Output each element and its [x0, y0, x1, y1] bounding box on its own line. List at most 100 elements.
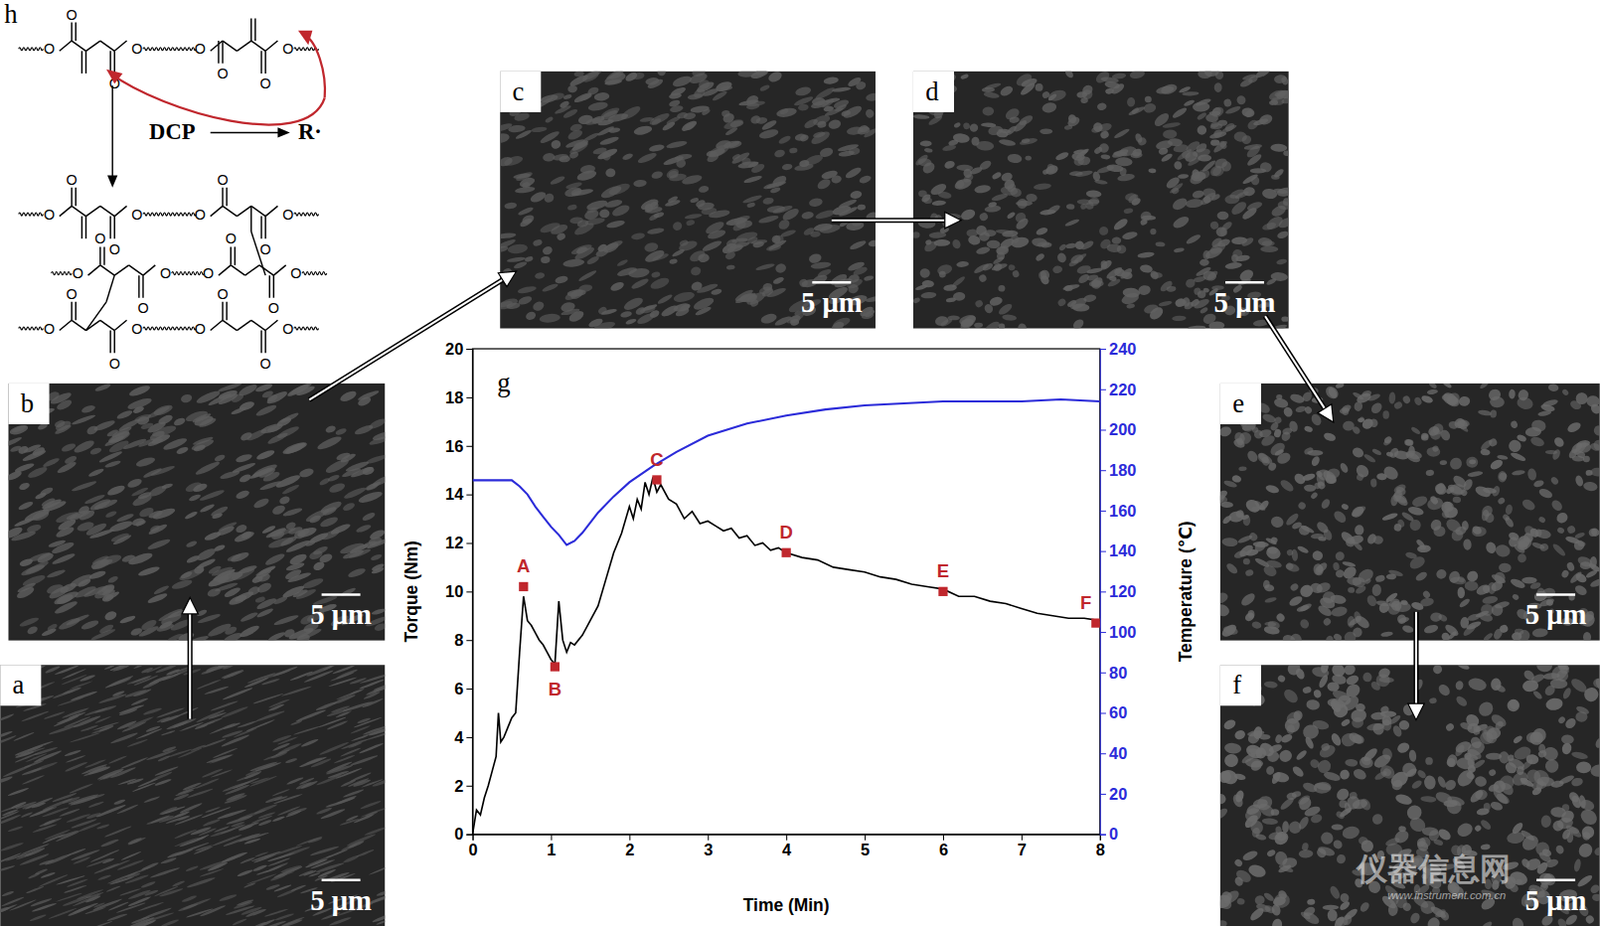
sem-grain [128, 836, 148, 846]
sem-grain [333, 754, 356, 765]
sem-grain [143, 796, 160, 804]
sem-grain [772, 203, 795, 215]
sem-grain [254, 403, 278, 419]
sem-grain [1365, 532, 1378, 546]
sem-grain [587, 317, 604, 328]
sem-grain [78, 508, 97, 522]
sem-grain [253, 853, 278, 864]
sem-grain [38, 816, 63, 828]
sem-grain [185, 554, 201, 565]
sem-grain [252, 864, 268, 873]
sem-grain [560, 307, 581, 317]
sem-grain [856, 203, 866, 210]
sem-grain [290, 670, 315, 682]
sem-grain [0, 890, 14, 898]
sem-grain [271, 789, 291, 798]
sem-grain [32, 749, 62, 765]
sem-grain [1184, 197, 1204, 209]
sem-grain [829, 320, 845, 329]
sem-grain [1162, 129, 1178, 140]
sem-grain [64, 749, 82, 758]
sem-grain [758, 285, 774, 296]
sem-grain [1092, 170, 1103, 182]
sem-grain [43, 710, 66, 720]
sem-grain [370, 607, 385, 616]
sem-grain [758, 127, 780, 141]
sem-grain [1047, 88, 1068, 103]
sem-grain [116, 719, 138, 731]
sem-grain [69, 680, 94, 691]
sem-grain [0, 896, 25, 908]
sem-grain [1011, 269, 1021, 279]
sem-grain [1229, 199, 1249, 218]
sem-grain [274, 473, 302, 490]
sem-grain [47, 584, 71, 602]
sem-grain [137, 901, 164, 913]
sem-grain [307, 836, 322, 845]
sem-grain [308, 548, 324, 561]
sem-grain [255, 761, 283, 773]
sem-grain [1209, 220, 1220, 231]
sem-grain [794, 85, 812, 98]
sem-grain [1066, 203, 1076, 210]
sem-grain [119, 888, 142, 898]
sem-grain [691, 295, 716, 313]
sem-grain [952, 132, 970, 144]
sem-grain [25, 885, 45, 895]
sem-grain [26, 740, 54, 752]
sem-grain [650, 169, 664, 180]
sem-grain [633, 178, 647, 187]
sem-grain [70, 480, 98, 493]
sem-grain [914, 153, 930, 167]
sem-grain [599, 108, 620, 123]
sem-grain [502, 154, 524, 168]
sem-grain [249, 761, 279, 773]
sem-grain [630, 277, 650, 292]
sem-grain [1100, 154, 1111, 160]
sem-grain [1532, 479, 1545, 488]
sem-grain [165, 717, 197, 732]
sem-grain [1120, 230, 1138, 241]
sem-grain [1052, 265, 1064, 275]
sem-grain [1224, 261, 1243, 271]
sem-grain [983, 81, 1002, 91]
sem-grain [1080, 97, 1089, 105]
sem-panel: b5 μm [0, 379, 394, 646]
sem-grain [596, 242, 609, 254]
sem-grain [1243, 558, 1252, 566]
sem-texture [1220, 383, 1600, 641]
sem-grain [45, 568, 66, 580]
sem-grain [541, 245, 554, 257]
sem-grain [44, 852, 73, 866]
sem-grain [122, 437, 148, 452]
sem-grain [1303, 483, 1317, 492]
sem-grain [616, 258, 629, 268]
sem-grain [541, 282, 560, 294]
sem-grain [977, 211, 989, 223]
sem-grain [622, 295, 645, 313]
sem-grain [104, 674, 135, 690]
sem-grain [1143, 95, 1152, 104]
sem-grain [1210, 236, 1225, 250]
sem-grain [107, 575, 120, 585]
sem-grain [1232, 248, 1244, 259]
sem-grain [349, 754, 379, 768]
sem-grain [622, 152, 635, 161]
sem-grain [52, 715, 80, 729]
sem-grain [179, 393, 193, 405]
sem-grain [721, 111, 736, 125]
sem-grain [1197, 71, 1213, 79]
sem-grain [852, 265, 869, 277]
sem-grain [79, 673, 97, 682]
sem-grain [161, 745, 177, 754]
sem-grain [113, 799, 127, 806]
sem-grain [0, 813, 21, 827]
sem-grain [954, 177, 966, 190]
sem-grain [1074, 169, 1094, 179]
sem-grain [915, 283, 930, 292]
sem-grain [684, 212, 703, 220]
sem-grain [1276, 229, 1288, 240]
sem-grain [697, 184, 709, 193]
sem-grain [197, 416, 217, 429]
sem-grain [624, 71, 640, 84]
